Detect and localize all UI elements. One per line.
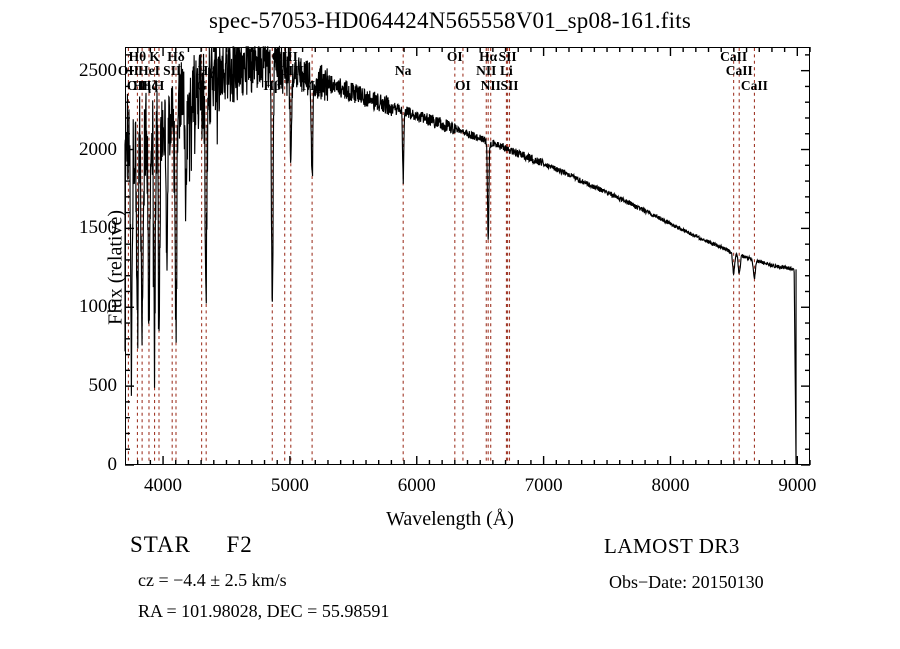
object-type: STAR <box>130 532 191 557</box>
x-axis-label: Wavelength (Å) <box>386 508 514 530</box>
line-id-label: Mg <box>302 78 322 93</box>
line-id-label: OI <box>446 49 463 64</box>
line-id-label: G <box>196 78 207 93</box>
line-id-label: NII <box>476 63 497 78</box>
line-id-label: SII <box>498 49 517 64</box>
line-id-label: CaII <box>720 49 748 64</box>
y-tick-label: 1500 <box>79 217 117 239</box>
y-tick-label: 2000 <box>79 138 117 160</box>
line-id-label: SII <box>500 78 519 93</box>
line-id-label: Hα <box>479 49 498 64</box>
x-tick-label: 4000 <box>144 475 183 496</box>
line-id-label: Hη <box>133 78 152 93</box>
radial-velocity-text: cz = −4.4 ± 2.5 km/s <box>138 570 287 590</box>
y-tick-label: 0 <box>107 454 118 475</box>
line-id-label: OIII <box>277 63 304 78</box>
line-id-label: Hθ <box>128 49 147 64</box>
line-id-label: K <box>149 49 160 64</box>
line-id-label: Na <box>394 63 412 78</box>
x-tick-label: 9000 <box>778 475 817 496</box>
line-id-label: OI <box>455 78 471 93</box>
line-id-label: OIII <box>271 49 298 64</box>
spectrum-trace <box>124 45 797 465</box>
observation-date: Obs−Date: 20150130 <box>609 572 764 592</box>
survey-name: LAMOST DR3 <box>604 534 740 558</box>
line-id-label: SII <box>163 63 182 78</box>
y-tick-label: 500 <box>88 375 118 397</box>
line-id-label: H <box>153 78 165 93</box>
line-id-label: Hβ <box>263 78 282 93</box>
x-tick-label: 5000 <box>270 475 309 496</box>
line-id-label: CaII <box>725 63 753 78</box>
spectral-class: F2 <box>226 532 253 557</box>
line-id-label: Hδ <box>167 49 185 64</box>
line-id-label: Hζ <box>140 78 158 93</box>
axis-tick-group <box>125 47 811 466</box>
page-title: spec-57053-HD064424N565558V01_sp08-161.f… <box>209 8 691 33</box>
line-id-label: CaII <box>740 78 768 93</box>
line-id-label: Hγ <box>197 63 215 78</box>
x-tick-label: 7000 <box>524 475 563 496</box>
line-id-label: OII <box>117 63 139 78</box>
line-id-label: NII <box>480 78 501 93</box>
line-id-label: Li <box>500 63 513 78</box>
y-tick-label: 1000 <box>79 296 117 318</box>
line-id-label: OII <box>126 78 148 93</box>
line-marker-group <box>127 48 755 464</box>
coordinates-text: RA = 101.98028, DEC = 55.98591 <box>138 601 390 621</box>
y-tick-label: 2500 <box>79 59 117 81</box>
x-tick-label: 8000 <box>651 475 690 496</box>
x-tick-label: 6000 <box>397 475 436 496</box>
plot-frame <box>125 47 810 465</box>
object-class-text: STAR F2 <box>130 532 253 558</box>
y-axis-label: Flux (relative) <box>104 210 127 325</box>
line-id-label: HeI <box>138 63 160 78</box>
